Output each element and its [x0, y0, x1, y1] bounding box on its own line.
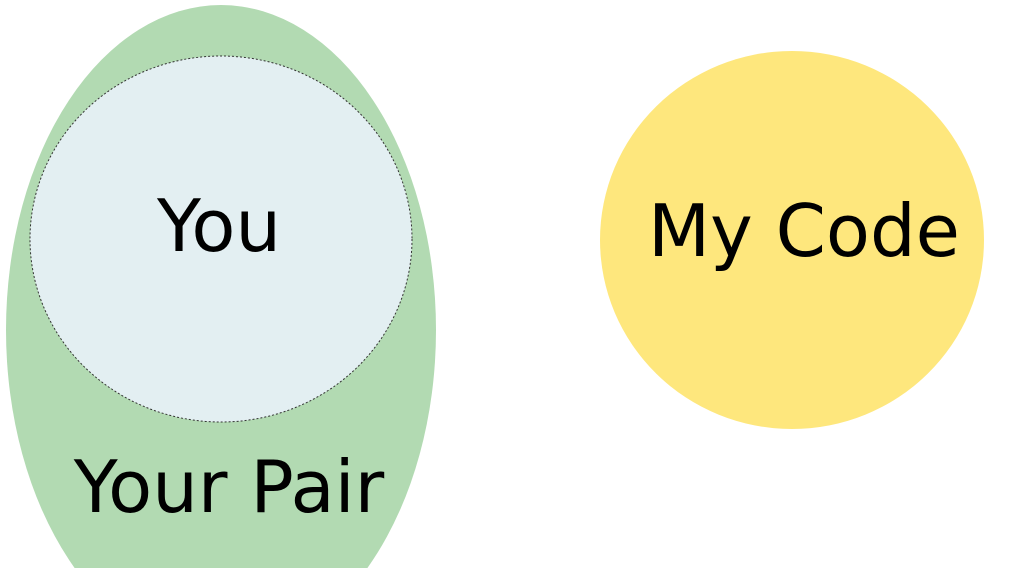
my-code-label: My Code: [648, 189, 960, 273]
my-code-circle: [600, 51, 984, 429]
your-pair-label: Your Pair: [73, 445, 385, 529]
you-label: You: [156, 184, 281, 268]
you-circle: [29, 55, 413, 423]
